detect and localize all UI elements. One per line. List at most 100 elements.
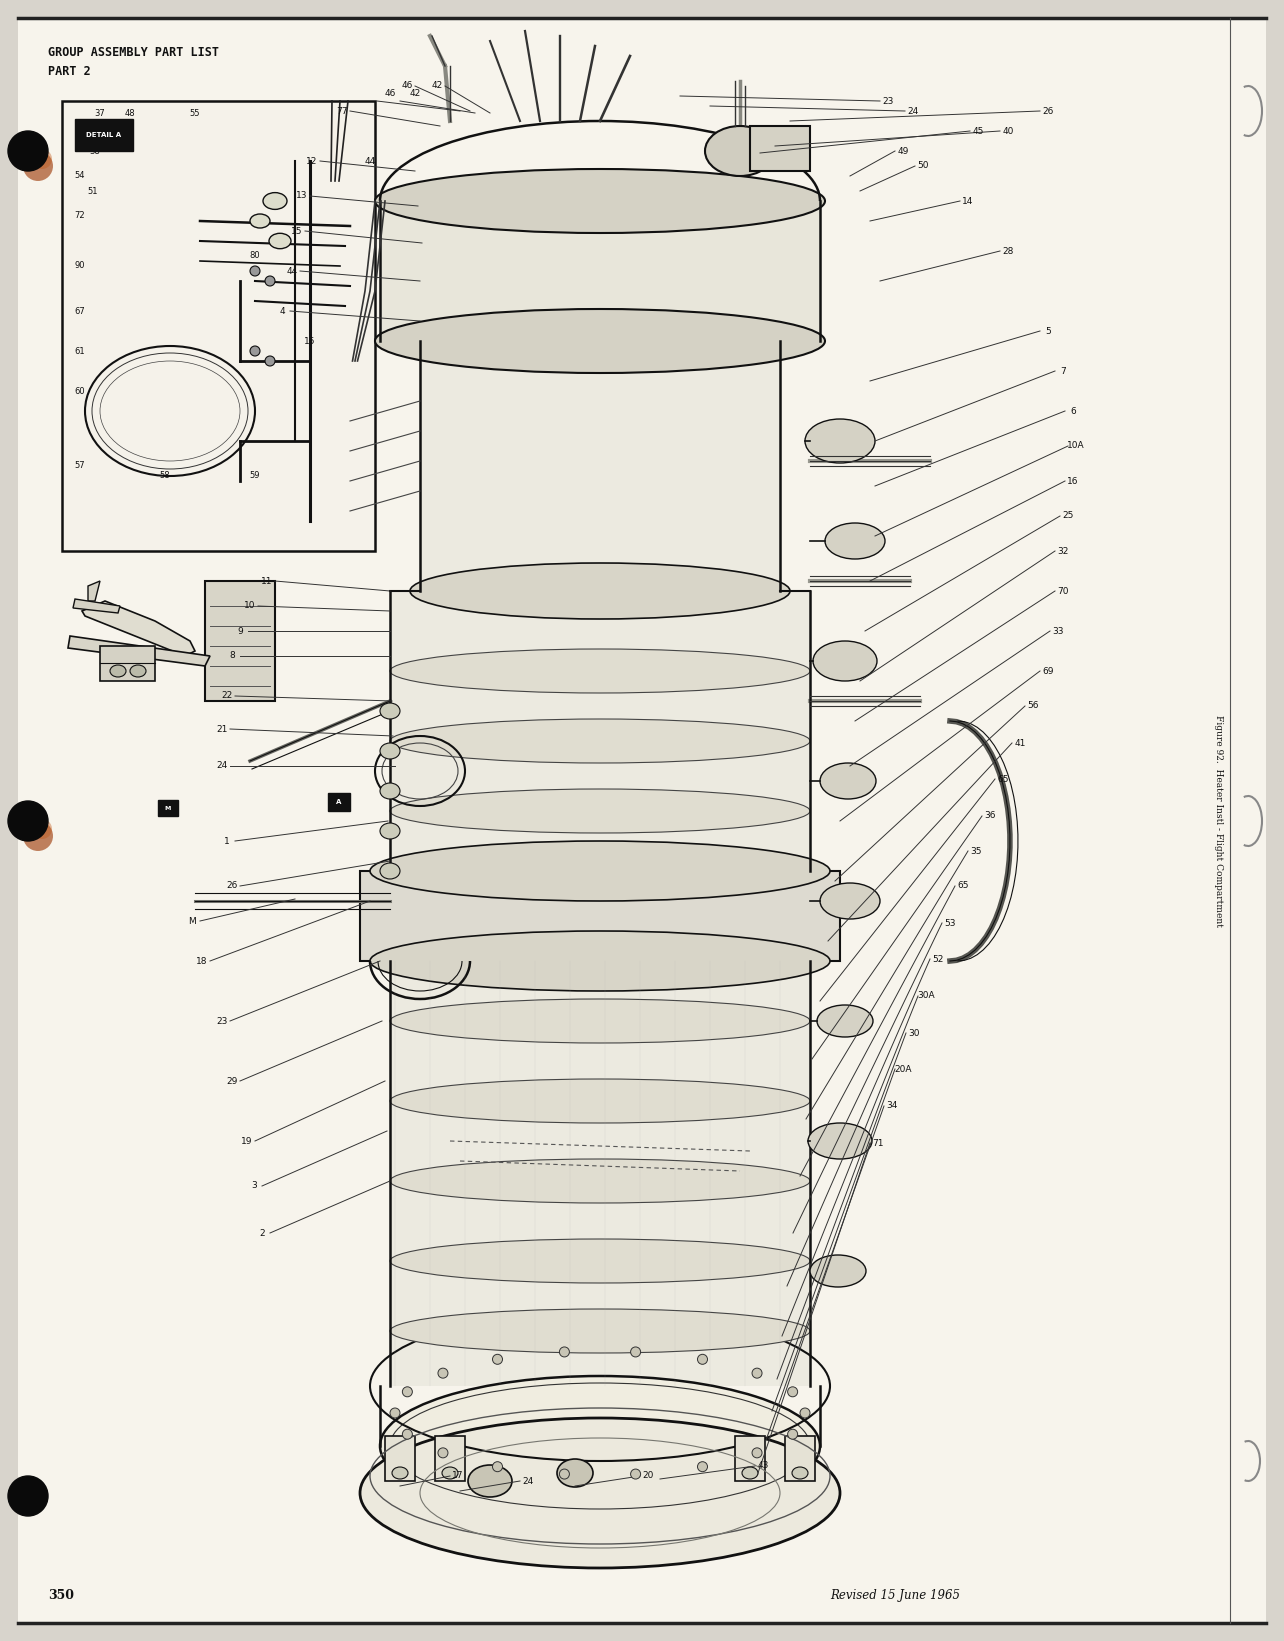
Text: GROUP ASSEMBLY PART LIST: GROUP ASSEMBLY PART LIST: [48, 46, 220, 59]
Text: 70: 70: [1057, 586, 1068, 596]
Circle shape: [438, 1369, 448, 1378]
Ellipse shape: [826, 523, 885, 560]
Text: 19: 19: [241, 1137, 253, 1145]
Ellipse shape: [390, 719, 810, 763]
Text: 20A: 20A: [894, 1065, 912, 1073]
Text: 72: 72: [74, 212, 85, 220]
Circle shape: [697, 1354, 707, 1364]
Ellipse shape: [380, 702, 401, 719]
Ellipse shape: [817, 1004, 873, 1037]
Text: 51: 51: [87, 187, 99, 195]
Bar: [385, 1436, 415, 1480]
Text: 90: 90: [74, 261, 85, 271]
Circle shape: [390, 1408, 401, 1418]
Circle shape: [630, 1469, 641, 1479]
Ellipse shape: [805, 418, 874, 463]
Text: 30: 30: [908, 1029, 919, 1037]
Ellipse shape: [742, 1467, 758, 1479]
Bar: [435, 1436, 465, 1480]
Ellipse shape: [410, 563, 790, 619]
Ellipse shape: [390, 648, 810, 693]
Circle shape: [493, 1462, 502, 1472]
Text: 7: 7: [1061, 366, 1066, 376]
Ellipse shape: [380, 1377, 820, 1516]
Ellipse shape: [792, 1467, 808, 1479]
Text: 350: 350: [48, 1588, 74, 1602]
Text: 52: 52: [932, 955, 944, 963]
Circle shape: [32, 819, 51, 839]
Polygon shape: [73, 599, 119, 614]
Text: 48: 48: [125, 110, 135, 118]
Text: 15: 15: [291, 226, 303, 236]
Ellipse shape: [467, 1465, 512, 1497]
Circle shape: [752, 1447, 761, 1457]
Text: 25: 25: [1062, 512, 1073, 520]
Bar: [158, 801, 178, 816]
Text: A: A: [336, 799, 342, 806]
Text: 9: 9: [238, 627, 243, 635]
Bar: [390, 962, 810, 1387]
Text: 24: 24: [217, 761, 227, 771]
Text: 24: 24: [908, 107, 918, 115]
Polygon shape: [68, 637, 211, 666]
Ellipse shape: [380, 863, 401, 880]
Ellipse shape: [808, 1122, 872, 1159]
Ellipse shape: [375, 169, 826, 233]
Circle shape: [787, 1387, 797, 1396]
Text: 45: 45: [972, 126, 984, 136]
Text: 33: 33: [1053, 627, 1063, 635]
Text: 42: 42: [410, 89, 421, 97]
Ellipse shape: [390, 1080, 810, 1122]
Bar: [785, 1436, 815, 1480]
Circle shape: [265, 356, 275, 366]
Text: 10: 10: [244, 602, 256, 610]
Circle shape: [752, 1369, 761, 1378]
Text: 8: 8: [229, 651, 235, 660]
Text: 50: 50: [917, 161, 928, 171]
Circle shape: [560, 1347, 569, 1357]
Circle shape: [32, 149, 51, 169]
Text: 46: 46: [402, 82, 412, 90]
Text: 11: 11: [261, 576, 272, 586]
Text: PART 2: PART 2: [48, 66, 91, 79]
Text: 23: 23: [882, 97, 894, 105]
Ellipse shape: [390, 1310, 810, 1352]
Text: 21: 21: [216, 724, 227, 734]
Circle shape: [630, 1347, 641, 1357]
Text: 37: 37: [95, 110, 105, 118]
Text: 49: 49: [898, 146, 909, 156]
Text: 80: 80: [249, 251, 261, 261]
Text: 16: 16: [1067, 476, 1079, 486]
Ellipse shape: [390, 789, 810, 834]
Text: 14: 14: [962, 197, 973, 205]
Ellipse shape: [820, 883, 880, 919]
Text: 65: 65: [958, 881, 968, 891]
Ellipse shape: [390, 1159, 810, 1203]
Text: 30A: 30A: [917, 991, 935, 1001]
Text: 57: 57: [74, 461, 85, 471]
Text: 43: 43: [758, 1462, 769, 1470]
Ellipse shape: [380, 743, 401, 760]
Ellipse shape: [380, 824, 401, 839]
Circle shape: [23, 820, 53, 852]
Text: 6: 6: [1070, 407, 1076, 415]
Bar: [360, 871, 840, 962]
Circle shape: [8, 1475, 48, 1516]
Ellipse shape: [130, 665, 146, 678]
Text: 26: 26: [226, 881, 238, 891]
Text: 1: 1: [225, 837, 230, 845]
Text: 5: 5: [1045, 327, 1050, 335]
Text: 23: 23: [216, 1016, 227, 1026]
Text: Figure 92.  Heater Instl - Flight Compartment: Figure 92. Heater Instl - Flight Compart…: [1213, 715, 1222, 927]
Circle shape: [402, 1387, 412, 1396]
Text: 61: 61: [74, 346, 85, 356]
Ellipse shape: [810, 1255, 865, 1287]
Ellipse shape: [390, 1239, 810, 1283]
Circle shape: [250, 266, 259, 276]
Text: 71: 71: [872, 1139, 883, 1147]
Text: 32: 32: [1057, 546, 1068, 556]
Text: 34: 34: [886, 1101, 898, 1111]
Text: 44: 44: [286, 266, 298, 276]
Text: M: M: [164, 806, 171, 811]
Text: 55: 55: [190, 110, 200, 118]
